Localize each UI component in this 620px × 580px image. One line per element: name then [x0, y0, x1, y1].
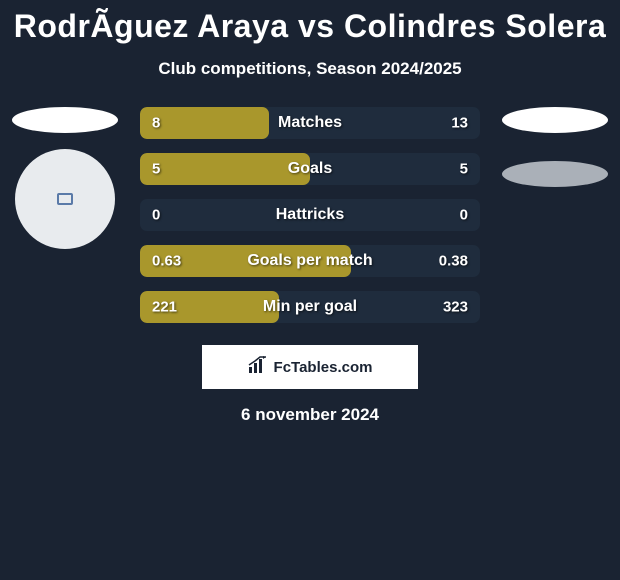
player1-ellipse: [12, 107, 118, 133]
page-title: RodrÃ­guez Araya vs Colindres Solera: [0, 0, 620, 45]
stat-value-right: 0.38: [439, 253, 468, 270]
stat-row: 8Matches13: [140, 107, 480, 139]
footer-brand-badge: FcTables.com: [202, 345, 418, 389]
chart-icon: [248, 356, 268, 379]
stat-row: 0.63Goals per match0.38: [140, 245, 480, 277]
player2-ellipse-bottom: [502, 161, 608, 187]
stat-label: Goals: [140, 160, 480, 178]
comparison-bars: 8Matches13 5Goals5 0Hattricks0 0.63Goals pe…: [140, 107, 480, 323]
stat-row: 221Min per goal323: [140, 291, 480, 323]
footer-brand-text: FcTables.com: [274, 359, 373, 376]
stat-label: Hattricks: [140, 206, 480, 224]
subtitle: Club competitions, Season 2024/2025: [0, 59, 620, 79]
stat-value-right: 5: [460, 161, 468, 178]
comparison-content: 8Matches13 5Goals5 0Hattricks0 0.63Goals pe…: [0, 107, 620, 323]
player1-badge: [15, 149, 115, 249]
right-player-column: [490, 107, 620, 187]
player2-ellipse-top: [502, 107, 608, 133]
stat-value-right: 13: [451, 115, 468, 132]
stat-value-right: 323: [443, 299, 468, 316]
stat-row: 5Goals5: [140, 153, 480, 185]
stat-label: Goals per match: [140, 252, 480, 270]
stat-label: Min per goal: [140, 298, 480, 316]
stat-label: Matches: [140, 114, 480, 132]
badge-icon: [57, 193, 73, 205]
stat-value-right: 0: [460, 207, 468, 224]
stat-row: 0Hattricks0: [140, 199, 480, 231]
left-player-column: [0, 107, 130, 249]
date-text: 6 november 2024: [0, 405, 620, 425]
